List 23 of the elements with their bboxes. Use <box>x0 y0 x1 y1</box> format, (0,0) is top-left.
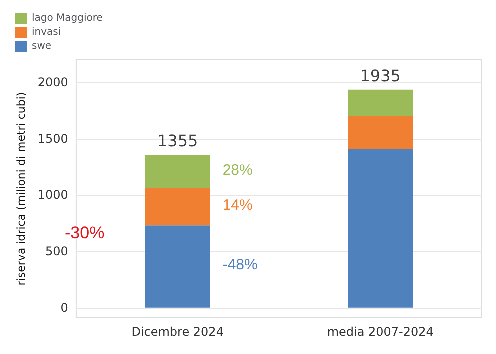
annotation: 28% <box>222 162 253 179</box>
y-tick-label: 2000 <box>38 76 68 90</box>
legend-label: lago Maggiore <box>32 13 103 24</box>
legend-label: invasi <box>32 27 62 38</box>
annotation: 14% <box>222 197 253 214</box>
annotation: -48% <box>222 256 258 274</box>
bar <box>348 116 414 150</box>
bar <box>145 226 210 308</box>
x-tick-label: Dicembre 2024 <box>132 325 224 339</box>
x-tick-label: media 2007-2024 <box>327 325 434 339</box>
y-tick-label: 0 <box>60 300 68 315</box>
y-axis-title: riserva idrica (milioni di metri cubi) <box>15 92 28 286</box>
total-label: 1935 <box>360 66 401 86</box>
y-tick-label: 1000 <box>38 188 68 202</box>
legend-label: swe <box>32 41 52 52</box>
total-label: 1355 <box>157 132 198 151</box>
bar <box>348 90 414 116</box>
bar <box>348 149 414 308</box>
y-tick-label: 500 <box>46 244 68 259</box>
bar <box>145 155 210 188</box>
y-tick-label: 1500 <box>38 132 68 146</box>
bar <box>145 188 210 226</box>
annotation: -30% <box>65 224 105 243</box>
